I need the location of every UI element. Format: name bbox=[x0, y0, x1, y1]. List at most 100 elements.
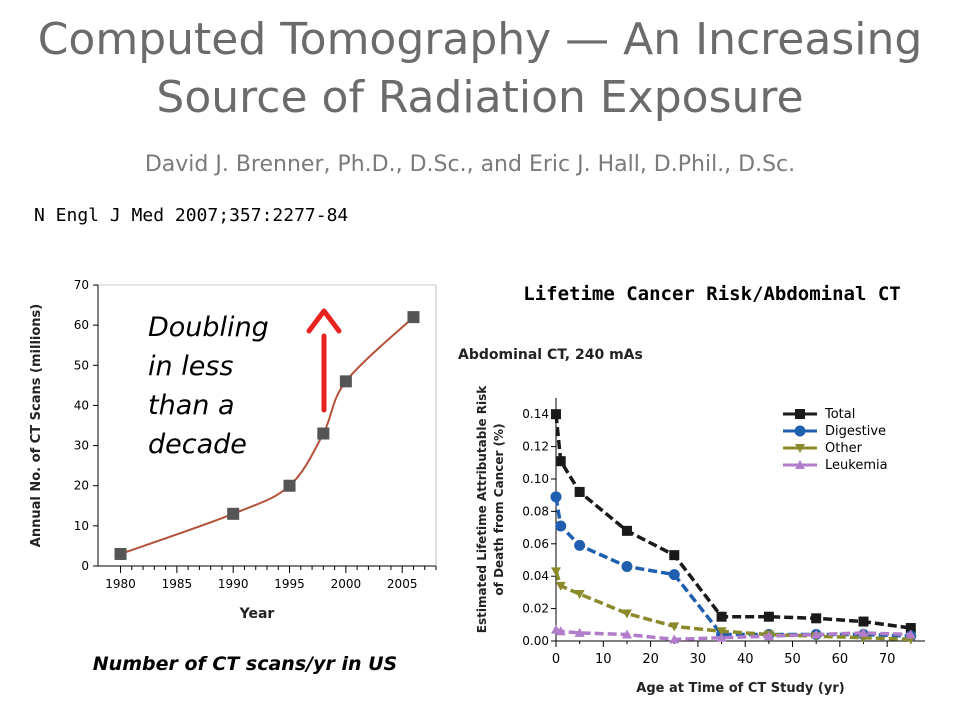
leukemia-series-point bbox=[905, 629, 916, 639]
digestive-series-line bbox=[554, 496, 911, 638]
x-tick-label: 2000 bbox=[331, 577, 362, 591]
legend-leukemia-label: Leukemia bbox=[825, 458, 888, 473]
total-series-point bbox=[621, 525, 632, 536]
other-series-point bbox=[858, 633, 869, 643]
leukemia-series-point bbox=[574, 627, 585, 637]
y-tick-label: 0.14 bbox=[522, 407, 549, 421]
legend-leukemia-marker bbox=[795, 460, 805, 469]
ct-scans-point bbox=[227, 507, 240, 520]
ct-scans-point bbox=[407, 311, 420, 324]
total-series-point bbox=[905, 623, 916, 634]
y-tick-label: 60 bbox=[74, 318, 89, 332]
legend-digestive-marker bbox=[794, 425, 806, 437]
legend-other-marker bbox=[795, 444, 805, 453]
leukemia-series-point bbox=[669, 634, 680, 644]
ct-scans-point bbox=[339, 375, 352, 388]
y-tick-label: 0.04 bbox=[522, 569, 549, 583]
total-series-point bbox=[574, 486, 585, 497]
y-tick-label: 0 bbox=[81, 559, 89, 573]
ct-scans-chart: 0 10 20 30 40 50 60 70 1980 1985 1990 1995 2000 2005 Y… bbox=[29, 278, 437, 675]
x-tick-label: 30 bbox=[690, 652, 707, 667]
total-series-point bbox=[669, 550, 680, 561]
y-tick-label: 70 bbox=[74, 278, 89, 292]
article-title-line-1: Computed Tomography — An Increasing bbox=[37, 14, 923, 65]
other-series-point bbox=[905, 635, 916, 645]
y-tick-label: 0.12 bbox=[522, 440, 549, 454]
leukemia-series-point bbox=[858, 627, 869, 637]
x-axis-title: Year bbox=[239, 606, 275, 622]
y-tick-label: 0.06 bbox=[522, 537, 549, 551]
x-tick-label: 60 bbox=[832, 652, 849, 667]
other-series-line bbox=[554, 570, 911, 642]
y-tick-label: 30 bbox=[74, 439, 89, 453]
legend-digestive-label: Digestive bbox=[825, 424, 886, 439]
article-authors: David J. Brenner, Ph.D., D.Sc., and Eric… bbox=[144, 152, 796, 177]
digestive-series-point bbox=[716, 629, 728, 641]
other-series-point bbox=[763, 630, 774, 640]
x-tick-label: 10 bbox=[595, 652, 612, 667]
other-series-point bbox=[716, 627, 727, 637]
total-series-point bbox=[551, 409, 561, 420]
x-tick-label: 1985 bbox=[162, 577, 193, 591]
doubling-annotation-line: Doubling bbox=[148, 312, 269, 343]
increase-arrow-head bbox=[306, 308, 342, 334]
x-tick-label: 0 bbox=[552, 652, 560, 667]
other-series-point bbox=[555, 581, 566, 591]
digestive-series-point bbox=[555, 520, 567, 532]
y-tick-label: 0.00 bbox=[522, 634, 549, 648]
x-tick-label: 40 bbox=[737, 652, 754, 667]
legend-total-marker bbox=[795, 409, 805, 419]
leukemia-series-point bbox=[716, 632, 727, 642]
y-tick-label: 10 bbox=[74, 519, 89, 533]
digestive-series-point bbox=[810, 629, 822, 641]
doubling-annotation-line: in less bbox=[148, 351, 233, 382]
leukemia-series-point bbox=[811, 629, 822, 639]
total-series-point bbox=[763, 611, 774, 622]
digestive-series-point bbox=[621, 560, 633, 572]
ct-scans-caption: Number of CT scans/yr in US bbox=[93, 653, 397, 675]
leukemia-series-point bbox=[555, 626, 566, 636]
digestive-series-point bbox=[858, 629, 869, 641]
x-tick-label: 2005 bbox=[387, 577, 418, 591]
other-series-point bbox=[621, 609, 632, 619]
other-series-point bbox=[811, 632, 822, 642]
leukemia-series-point bbox=[551, 624, 561, 634]
y-axis-title-line-2: of Death from Cancer (%) bbox=[492, 423, 506, 595]
cancer-risk-heading: Lifetime Cancer Risk/Abdominal CT bbox=[523, 283, 901, 305]
y-axis-title: Annual No. of CT Scans (millions) bbox=[29, 304, 44, 547]
total-series-point bbox=[716, 611, 727, 622]
x-axis-title: Age at Time of CT Study (yr) bbox=[636, 681, 844, 696]
cancer-risk-chart-title: Abdominal CT, 240 mAs bbox=[458, 347, 643, 363]
digestive-series-point bbox=[550, 491, 562, 503]
y-tick-label: 50 bbox=[74, 358, 89, 372]
x-tick-label: 1995 bbox=[274, 577, 305, 591]
y-tick-label: 40 bbox=[74, 398, 89, 412]
y-tick-label: 0.08 bbox=[522, 504, 549, 518]
total-series-point bbox=[811, 613, 822, 624]
doubling-annotation-line: than a bbox=[148, 390, 234, 421]
y-tick-label: 0.02 bbox=[522, 602, 549, 616]
legend-other-label: Other bbox=[825, 441, 863, 456]
x-tick-label: 50 bbox=[784, 652, 801, 667]
doubling-annotation-line: decade bbox=[148, 429, 247, 460]
digestive-series-point bbox=[574, 539, 586, 551]
ct-scans-point bbox=[317, 427, 330, 440]
y-axis-title-line-1: Estimated Lifetime Attributable Risk bbox=[475, 385, 489, 633]
y-tick-label: 20 bbox=[74, 479, 89, 493]
other-series-point bbox=[551, 567, 561, 577]
digestive-series-point bbox=[668, 569, 680, 581]
leukemia-series-point bbox=[763, 631, 774, 641]
total-series-point bbox=[555, 456, 566, 467]
total-series-line bbox=[554, 414, 912, 630]
ct-scans-line bbox=[120, 316, 415, 555]
x-tick-label: 20 bbox=[642, 652, 659, 667]
x-tick-label: 1980 bbox=[105, 577, 136, 591]
digestive-series-point bbox=[905, 630, 917, 642]
other-series-point bbox=[574, 590, 585, 600]
leukemia-series-line bbox=[555, 628, 911, 642]
y-tick-label: 0.10 bbox=[522, 472, 549, 486]
article-title-line-2: Source of Radiation Exposure bbox=[156, 72, 804, 123]
legend-total-label: Total bbox=[824, 407, 855, 422]
digestive-series-point bbox=[763, 629, 775, 641]
x-tick-label: 1990 bbox=[218, 577, 249, 591]
